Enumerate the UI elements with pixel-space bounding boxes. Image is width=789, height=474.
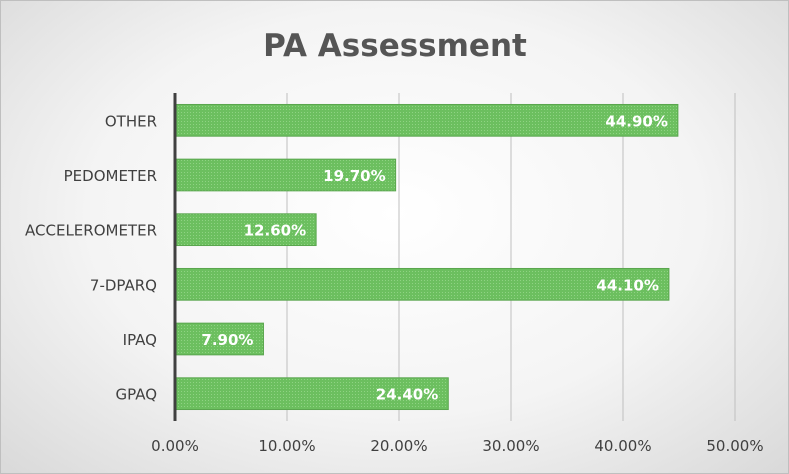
bars: 44.90% 19.70% 12.60% 44.10% 7.90% 24.40%	[174, 103, 679, 411]
bar	[174, 322, 264, 356]
gridlines	[286, 93, 736, 421]
category-label: PEDOMETER	[64, 167, 157, 185]
data-label: 12.60%	[244, 222, 306, 240]
x-tick-label: 40.00%	[594, 437, 651, 455]
category-label: ACCELEROMETER	[25, 222, 157, 240]
axes: 0.00% 10.00% 20.00% 30.00% 40.00% 50.00% OTHER…	[25, 93, 764, 455]
data-label: 19.70%	[323, 167, 385, 185]
x-tick-label: 20.00%	[370, 437, 427, 455]
category-label: OTHER	[105, 112, 157, 130]
x-tick-label: 30.00%	[482, 437, 539, 455]
data-label: 44.90%	[605, 112, 667, 130]
bar	[174, 377, 449, 411]
bar	[174, 267, 670, 301]
category-label: GPAQ	[115, 386, 157, 404]
data-label: 44.10%	[596, 276, 658, 294]
data-label: 7.90%	[201, 331, 253, 349]
bar	[174, 103, 679, 137]
data-label: 24.40%	[376, 386, 438, 404]
bar	[174, 158, 397, 192]
category-label: IPAQ	[123, 331, 157, 349]
x-tick-label: 10.00%	[258, 437, 315, 455]
category-label: 7-DPARQ	[90, 276, 157, 294]
chart-title: PA Assessment	[263, 28, 527, 64]
x-tick-label: 0.00%	[151, 437, 199, 455]
x-tick-label: 50.00%	[706, 437, 763, 455]
